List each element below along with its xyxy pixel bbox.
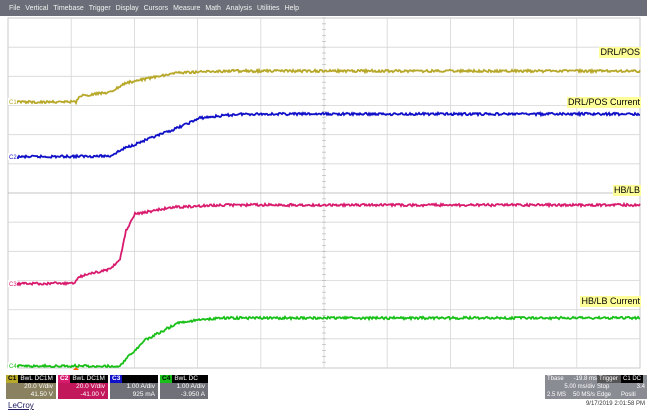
- channel-marker-4: [8, 362, 17, 369]
- channel-c4-tag: C4: [160, 375, 173, 383]
- channel-c2-box[interactable]: C2 BwL DC1M 20.0 V/div -41.00 V: [58, 375, 108, 399]
- waveform-grid: C1 C2 C3 C4: [7, 17, 641, 370]
- trace-drl-pos-current: [7, 110, 641, 160]
- channel-marker-label: C4: [9, 364, 17, 370]
- trace-hb-lb-current: [7, 314, 641, 369]
- menu-measure[interactable]: Measure: [173, 4, 201, 12]
- channel-c2-tag: C2: [58, 375, 71, 383]
- status-panel: C1 BwL DC1M 20.0 V/div 41.50 V C2 BwL DC1M …: [0, 371, 647, 413]
- channel-c3-box[interactable]: C3 1.00 A/div 925 mA: [110, 375, 158, 399]
- channel-c4-box[interactable]: C4 BwL DC 1.00 A/div -3.950 A: [160, 375, 208, 399]
- timebase-trigger-panel[interactable]: Tbase -19.8 ms Trigger C1 DC 5.00 ms/div…: [545, 375, 647, 399]
- menu-timebase[interactable]: Timebase: [53, 4, 84, 12]
- channel-c1-coupling: BwL DC1M: [18, 375, 56, 383]
- channel-c2-scale: 20.0 V/div: [76, 383, 105, 390]
- lecroy-logo: LeCroy: [8, 401, 34, 410]
- menu-analysis[interactable]: Analysis: [225, 4, 252, 12]
- channel-c3-coupling: [122, 375, 158, 383]
- trigger-channel: C1 DC: [621, 375, 643, 383]
- waveform-display[interactable]: C1 C2 C3 C4 DRL/POS DRL/POS Current HB/LB H…: [0, 16, 647, 370]
- channel-c3-offset: 925 mA: [132, 391, 155, 398]
- channel-c2-offset: -41.00 V: [80, 391, 105, 398]
- channel-c2-coupling: BwL DC1M: [70, 375, 108, 383]
- menu-utilities[interactable]: Utilities: [257, 4, 280, 12]
- timebase-label: Tbase: [547, 376, 564, 382]
- channel-c3-scale: 1.00 A/div: [126, 383, 155, 390]
- channel-marker-1: [8, 98, 17, 105]
- trigger-position-marker: [73, 367, 79, 370]
- trace-label-drl-pos: DRL/POS: [599, 47, 641, 58]
- menu-file[interactable]: File: [9, 4, 21, 12]
- channel-marker-2: [8, 153, 17, 160]
- trace-hb-lb: [7, 201, 641, 287]
- channel-c4-scale: 1.00 A/div: [176, 383, 205, 390]
- menu-display[interactable]: Display: [115, 4, 139, 12]
- trace-drl-pos: [7, 67, 641, 106]
- channel-marker-label: C2: [9, 155, 17, 161]
- trigger-label: Trigger: [597, 375, 621, 383]
- channel-c1-tag: C1: [6, 375, 19, 383]
- trace-label-hb-lb: HB/LB: [612, 185, 641, 196]
- menu-cursors[interactable]: Cursors: [143, 4, 169, 12]
- timebase-samples: 2.5 MS: [547, 392, 567, 398]
- trace-label-drl-pos-current: DRL/POS Current: [566, 97, 641, 108]
- channel-c4-coupling: BwL DC: [172, 375, 208, 383]
- timebase-delay: -19.8 ms: [573, 376, 597, 382]
- menu-bar: File Vertical Timebase Trigger Display C…: [0, 0, 647, 16]
- channel-c1-scale: 20.0 V/div: [24, 383, 53, 390]
- channel-c3-tag: C3: [110, 375, 123, 383]
- timestamp: 9/17/2019 2:01:58 PM: [585, 401, 645, 407]
- channel-c1-offset: 41.50 V: [30, 391, 53, 398]
- timebase-per-div: 5.00 ms/div: [564, 384, 595, 390]
- timebase-rate: 50 MS/s: [572, 392, 595, 398]
- channel-marker-label: C3: [9, 282, 17, 288]
- trigger-slope: Positi: [621, 392, 636, 398]
- trigger-mode: Stop: [597, 384, 610, 390]
- trace-label-hb-lb-current: HB/LB Current: [580, 296, 641, 307]
- menu-help[interactable]: Help: [284, 4, 299, 12]
- channel-marker-3: [8, 280, 17, 287]
- channel-c4-offset: -3.950 A: [180, 391, 205, 398]
- channel-c1-box[interactable]: C1 BwL DC1M 20.0 V/div 41.50 V: [6, 375, 56, 399]
- menu-math[interactable]: Math: [205, 4, 221, 12]
- menu-trigger[interactable]: Trigger: [88, 4, 111, 12]
- trigger-level: 3.4: [636, 384, 645, 390]
- channel-marker-label: C1: [9, 100, 17, 106]
- menu-vertical[interactable]: Vertical: [25, 4, 49, 12]
- trigger-type: Edge: [597, 392, 612, 398]
